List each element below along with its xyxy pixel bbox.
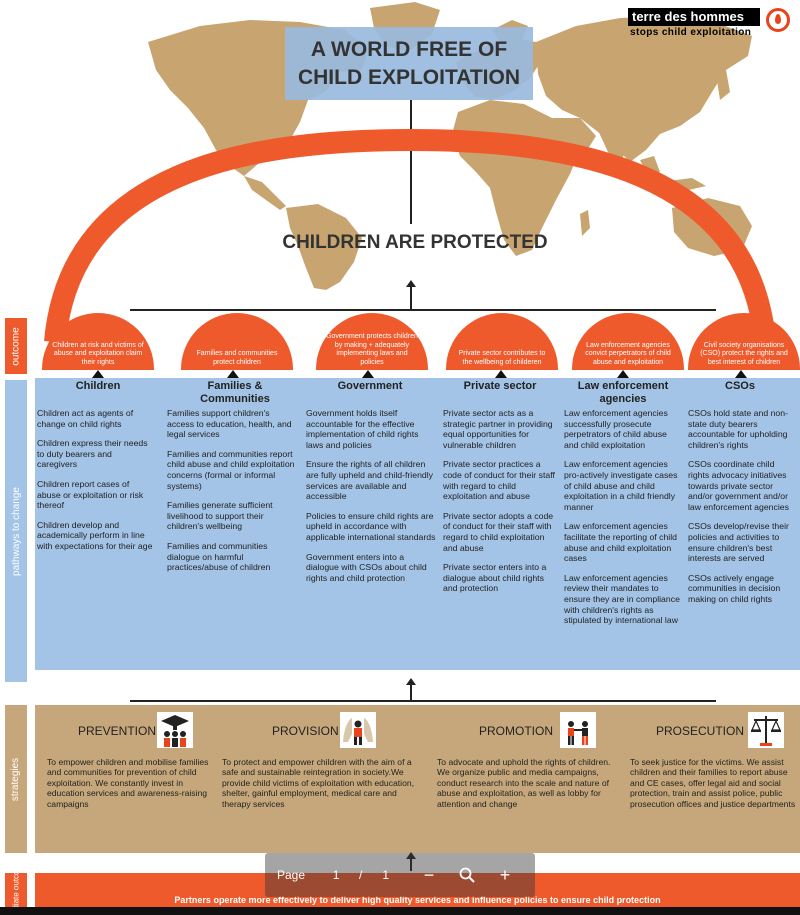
strategy-title: PROVISION [272,724,339,738]
strategy-text: To protect and empower children with the… [222,757,415,809]
pathway-item: CSOs coordinate child rights advocacy in… [688,459,789,512]
strategy-title: PROSECUTION [656,724,745,738]
pathway-item: Families generate sufficient livelihood … [167,500,273,532]
strategy-title: PROMOTION [479,724,553,738]
pathway-item: Children report cases of abuse or exploi… [37,478,144,511]
pathway-item: Children express their needs to duty bea… [37,438,148,470]
outcome-families-text: Families and communities protect childre… [196,350,278,366]
zoom-out-button[interactable]: − [423,864,435,885]
outcome-csos: Civil society organisations (CSO) protec… [688,313,800,370]
pathways-arrow [406,678,416,701]
pathway-header-children: Children [75,380,121,392]
band-strategies: strategies [5,705,27,853]
outcome-government-text: Government protects children by making +… [326,333,418,366]
pathway-item: Private sector practices a code of condu… [443,459,555,502]
pathway-item: Private sector adopts a code of conduct … [443,510,554,553]
pathway-column-private-sector: Private sector acts as a strategic partn… [443,408,555,603]
pathway-item: Ensure the rights of all children are fu… [306,459,434,502]
impact-arrow [406,280,416,310]
band-pathways-label: pathways to change [10,486,22,576]
pathway-item: CSOs develop/revise their policies and a… [688,521,789,564]
pathway-item: CSOs actively engage communities in deci… [688,572,781,604]
immediate-outcome-text: Partners operate more effectively to del… [174,895,661,905]
pathway-item: Law enforcement agencies review their ma… [564,572,680,626]
drop-logo-icon [766,8,790,32]
band-pathways: pathways to change [5,380,27,682]
page-total: 1 [382,868,390,882]
pathway-header-csos: CSOs [725,380,755,392]
pathway-column-families: Families support children's access to ed… [167,408,295,582]
band-outcome-label: outcome [10,326,22,366]
pathway-item: Law enforcement agencies pro-actively in… [564,459,678,512]
outcomes-connector-line [130,309,716,311]
outcome-children-text: Children at risk and victims of abuse an… [52,341,144,366]
outcome-csos-text: Civil society organisations (CSO) protec… [700,341,788,366]
band-strategies-label: strategies [10,757,22,801]
advocacy-people-icon [560,712,596,748]
pointer-triangle [617,370,629,378]
impact-arc [44,128,776,343]
pathway-column-law-enforcement: Law enforcement agencies successfully pr… [564,408,681,635]
strategies-connector-line [130,700,716,702]
pointer-triangle [92,370,104,378]
pathway-item: Families support children's access to ed… [167,408,292,440]
graduates-icon [157,712,193,748]
protecting-hands-icon [340,712,376,748]
pointer-triangle [735,370,747,378]
pathway-item: Families and communities dialogue on har… [167,540,271,573]
pathway-item: Families and communities report child ab… [167,448,295,491]
strategy-text: To seek justice for the victims. We assi… [630,757,796,809]
brand-tagline: stops child exploitation [630,27,752,38]
main-title-box: A WORLD FREE OF CHILD EXPLOITATION [285,27,533,100]
pdf-viewer-toolbar: Page 1 / 1 − + [265,853,535,897]
impact-title: CHILDREN ARE PROTECTED [282,232,548,253]
pathway-item: Government enters into a dialogue with C… [306,551,427,583]
magnifier-icon [459,867,475,883]
pointer-triangle [495,370,507,378]
strategy-text: To advocate and uphold the rights of chi… [437,757,611,809]
band-immediate: Immediate outcome [5,859,27,915]
band-outcome: outcome [5,318,27,374]
main-title: A WORLD FREE OF CHILD EXPLOITATION [297,37,521,89]
pathway-item: Law enforcement agencies successfully pr… [564,408,668,450]
brand-logo-block: terre des hommes stops child exploitatio… [628,8,792,40]
zoom-in-button[interactable]: + [499,864,511,885]
pathway-item: Private sector enters into a dialogue ab… [443,562,547,594]
pointer-triangle [227,370,239,378]
title-connector-line [410,100,412,224]
pathways-panel [35,378,800,670]
pathway-item: Policies to ensure child rights are uphe… [306,510,436,542]
pointer-triangle [362,370,374,378]
outcome-private-sector-text: Private sector contributes to the wellbe… [458,350,546,366]
strategy-title: PREVENTION [78,724,157,738]
zoom-reset-button[interactable] [455,863,479,887]
page-number-input[interactable]: 1 [332,868,340,882]
pathway-header-families: Families & Communities [200,380,270,405]
outcome-law-enforcement-text: Law enforcement agencies convict perpetr… [585,341,671,366]
pathway-column-children: Children act as agents of change on chil… [37,408,153,561]
window-bottom-edge [0,907,800,915]
pathway-item: Children develop and academically perfor… [37,519,153,551]
page-label: Page [277,868,306,882]
pathway-header-law-enforcement: Law enforcement agencies [577,380,669,405]
pathway-column-csos: CSOs hold state and non-state duty beare… [688,408,796,614]
pathway-item: Law enforcement agencies facilitate the … [564,521,678,564]
brand-name: terre des hommes [628,8,760,26]
strategies-arrow [406,852,416,871]
strategy-text: To empower children and mobilise familie… [47,757,209,809]
pathway-item: Children act as agents of change on chil… [37,408,134,429]
pathway-header-government: Government [337,380,403,392]
pathway-header-private-sector: Private sector [463,380,537,392]
pathway-item: CSOs hold state and non-state duty beare… [688,408,788,450]
pathway-item: Government holds itself accountable for … [306,408,419,450]
justice-scales-icon [748,712,784,748]
pathway-column-government: Government holds itself accountable for … [306,408,436,592]
page-separator: / [359,868,363,882]
pathway-item: Private sector acts as a strategic partn… [443,408,553,450]
